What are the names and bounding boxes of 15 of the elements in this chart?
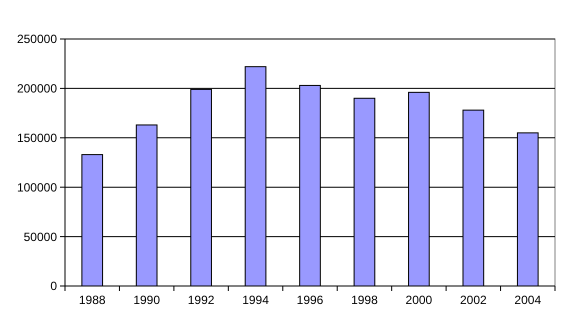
y-tick-label: 200000 <box>16 82 58 96</box>
x-tick-label: 1992 <box>188 293 215 307</box>
x-tick-label: 1998 <box>351 293 378 307</box>
x-tick-label: 1988 <box>78 293 106 307</box>
x-tick-label: 1996 <box>296 293 324 307</box>
x-tick-label: 2000 <box>406 293 433 307</box>
y-tick-label: 150000 <box>16 131 58 145</box>
y-tick-label: 100000 <box>16 180 58 194</box>
x-tick-label: 2004 <box>514 293 542 307</box>
y-tick-label: 0 <box>50 279 58 294</box>
x-tick-label: 1990 <box>133 293 160 307</box>
x-tick-label: 2002 <box>460 293 488 307</box>
x-tick-label: 1994 <box>242 293 270 307</box>
y-tick-label: 250000 <box>16 32 58 46</box>
y-tick-label: 50000 <box>24 230 58 244</box>
